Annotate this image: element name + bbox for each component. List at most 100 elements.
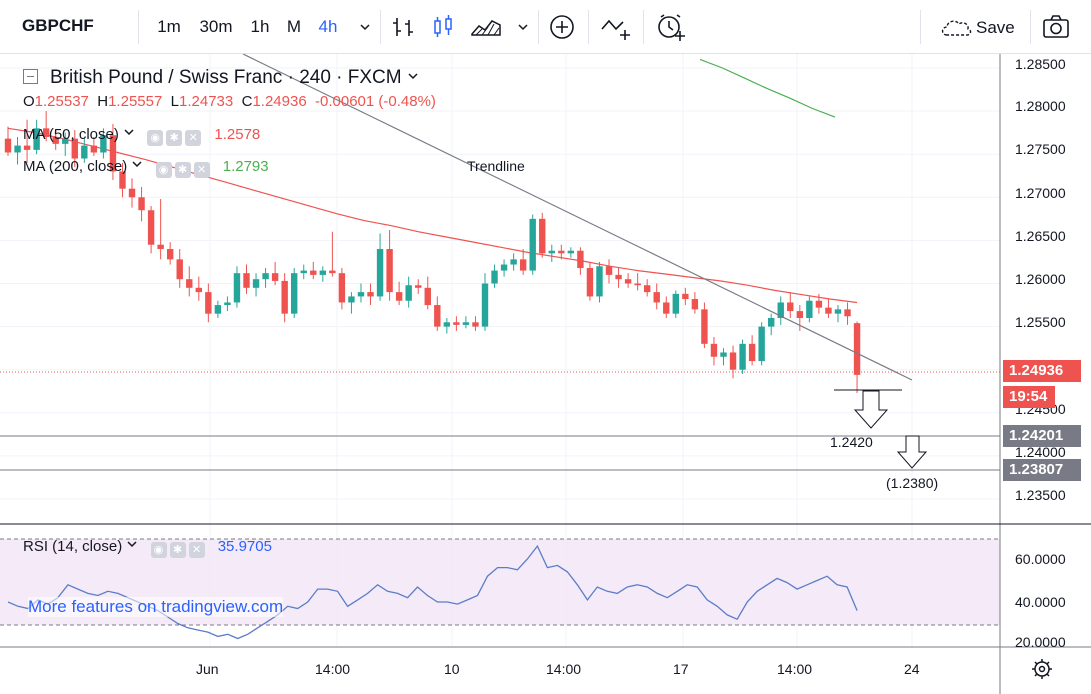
symbol-search-button[interactable]: GBPCHF: [22, 16, 94, 35]
ma50-label: MA (50, close): [23, 126, 119, 143]
add-indicator-plus-icon[interactable]: [547, 12, 577, 42]
toolbar-divider: [920, 10, 921, 44]
interval-month-button[interactable]: M: [286, 17, 302, 36]
candle-body: [157, 244, 164, 250]
candle-body: [567, 250, 575, 254]
candle-body: [186, 279, 193, 288]
rsi-legend[interactable]: RSI (14, close) ◉ ✱ ✕ 35.9705: [23, 538, 272, 558]
trendline[interactable]: [242, 54, 913, 381]
rsi-tick: 20.0000: [1015, 634, 1066, 650]
compare-symbol-icon[interactable]: [599, 12, 635, 42]
candle-body: [748, 343, 756, 362]
candle-body: [577, 250, 584, 268]
candle-body: [33, 128, 40, 150]
candle-body: [643, 285, 651, 293]
time-tick: Jun: [196, 661, 219, 677]
toolbar-divider: [538, 10, 539, 44]
camera-snapshot-icon[interactable]: [1040, 12, 1072, 42]
chart-type-chevron-icon[interactable]: [508, 12, 538, 42]
ma200-label: MA (200, close): [23, 158, 128, 175]
eye-icon[interactable]: ◉: [150, 542, 167, 558]
toolbar-divider: [138, 10, 139, 44]
time-tick: 14:00: [777, 661, 813, 677]
eye-icon[interactable]: ◉: [147, 130, 164, 146]
candle-body: [71, 138, 78, 159]
low-value: 1.24733: [179, 93, 234, 110]
candle-body: [472, 322, 479, 327]
bar-style-icon[interactable]: [388, 12, 418, 42]
price-tick: 1.23500: [1015, 487, 1066, 503]
candle-body: [796, 311, 804, 318]
eye-icon[interactable]: ◉: [155, 162, 172, 178]
ma200-line: [699, 58, 836, 118]
watermark-link[interactable]: More features on tradingview.com: [28, 597, 284, 617]
price-tick: 1.24000: [1015, 444, 1066, 460]
high-value: 1.25557: [108, 93, 163, 110]
candle-body: [825, 307, 832, 314]
gear-icon[interactable]: ✱: [166, 130, 183, 146]
down-arrow-1-icon: [853, 390, 889, 429]
candle-body: [558, 250, 565, 254]
save-label: Save: [976, 18, 1015, 37]
interval-4h-button[interactable]: 4h: [318, 17, 338, 36]
chart-legend-title[interactable]: British Pound / Swiss Franc · 240 · FXCM: [23, 67, 419, 89]
area-style-icon[interactable]: [468, 12, 504, 42]
interval-1m-button[interactable]: 1m: [157, 17, 181, 36]
candle-body: [319, 270, 327, 275]
gear-icon[interactable]: ✱: [174, 162, 191, 178]
close-icon[interactable]: ✕: [185, 130, 202, 146]
candle-body: [453, 322, 460, 325]
chevron-down-icon[interactable]: [131, 158, 143, 170]
candle-body: [768, 317, 775, 327]
settings-gear-icon[interactable]: [1032, 659, 1052, 679]
ma50-polyline: [7, 127, 858, 304]
collapse-legend-icon[interactable]: [23, 69, 38, 84]
price-tick: 1.27000: [1015, 185, 1066, 201]
time-tick: 17: [673, 661, 689, 677]
chevron-down-icon[interactable]: [123, 126, 135, 138]
ma200-legend[interactable]: MA (200, close) ◉ ✱ ✕ 1.2793: [23, 158, 269, 178]
candle-body: [691, 299, 699, 310]
rsi-label: RSI (14, close): [23, 538, 123, 555]
candle-body: [90, 145, 98, 153]
low-label: L: [170, 93, 180, 110]
close-icon[interactable]: ✕: [193, 162, 210, 178]
interval-30m-button[interactable]: 30m: [199, 17, 233, 36]
candle-body: [224, 302, 231, 306]
candle-style-icon[interactable]: [428, 12, 458, 42]
toolbar-divider: [588, 10, 589, 44]
price-tick: 1.25500: [1015, 314, 1066, 330]
gear-icon[interactable]: ✱: [169, 542, 186, 558]
candle-body: [510, 259, 517, 265]
candle-body: [62, 138, 69, 144]
current-price-tag: 1.24936: [1003, 360, 1081, 382]
interval-dropdown-chevron-icon[interactable]: [350, 12, 380, 42]
candle-body: [777, 302, 784, 318]
level-2-tag: 1.23807: [1003, 459, 1081, 481]
candle-body: [52, 136, 59, 144]
candle-body: [14, 145, 21, 153]
candle-body: [233, 273, 241, 303]
ma50-value: 1.2578: [214, 126, 261, 143]
chevron-down-icon[interactable]: [407, 70, 419, 82]
ma200-polyline: [699, 58, 836, 118]
ma200-value: 1.2793: [222, 158, 269, 175]
alert-clock-icon[interactable]: [655, 12, 689, 42]
candle-body: [672, 293, 679, 314]
candle-body: [634, 283, 641, 286]
target-2-label: (1.2380): [886, 475, 939, 491]
price-chart[interactable]: [0, 54, 1091, 694]
interval-1h-button[interactable]: 1h: [250, 17, 270, 36]
chevron-down-icon[interactable]: [126, 538, 138, 550]
candle-body: [500, 264, 508, 271]
candle-body: [262, 273, 269, 280]
candle-body: [23, 145, 31, 150]
rsi-tick: 60.0000: [1015, 551, 1066, 567]
close-icon[interactable]: ✕: [188, 542, 205, 558]
top-toolbar: GBPCHF 1m 30m 1h M 4h Save: [0, 0, 1091, 54]
ma50-line: [7, 127, 858, 304]
ma50-legend[interactable]: MA (50, close) ◉ ✱ ✕ 1.2578: [23, 126, 260, 146]
candle-body: [443, 322, 451, 327]
candle-body: [348, 296, 355, 303]
candle-body: [281, 280, 288, 314]
